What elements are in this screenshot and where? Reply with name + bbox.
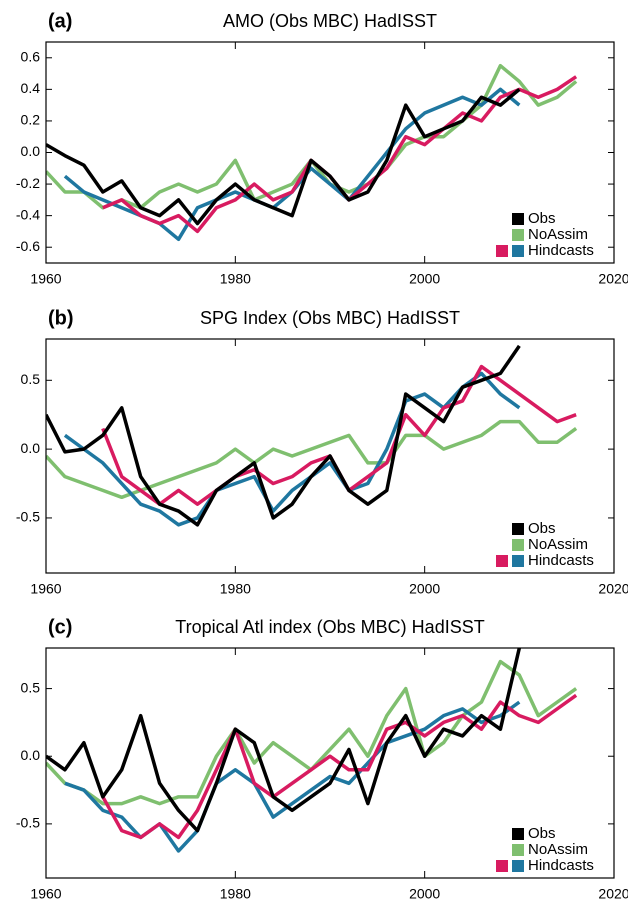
series-line [46, 659, 578, 806]
legend-swatch [496, 860, 508, 872]
frame [45, 41, 615, 264]
panel: (a) AMO (Obs MBC) HadISST -0.6 -0.4 -0.2 0.0 0… [16, 10, 628, 286]
series-line [101, 364, 577, 506]
legend-swatch [512, 555, 524, 567]
x-tick-label: 1960 [30, 886, 61, 902]
panel: (c) Tropical Atl index (Obs MBC) HadISST -… [16, 616, 628, 901]
legend-swatch [512, 828, 524, 840]
y-tick-label: -0.2 [16, 175, 40, 191]
panel-label: (c) [48, 616, 72, 638]
panel-label: (b) [48, 307, 74, 329]
legend-swatch [512, 539, 524, 551]
y-tick-label: 0.0 [21, 747, 41, 763]
x-tick-label: 1960 [30, 271, 61, 287]
frame [45, 647, 615, 879]
legend-swatch [512, 860, 524, 872]
y-tick-label: 0.4 [21, 80, 41, 96]
chart-title: Tropical Atl index (Obs MBC) HadISST [175, 617, 484, 637]
y-tick-label: 0.6 [21, 48, 41, 64]
chart-title: AMO (Obs MBC) HadISST [223, 11, 437, 31]
x-tick-label: 2020 [598, 271, 628, 287]
legend-label: Obs [528, 520, 556, 537]
series-line [64, 700, 521, 853]
legend-swatch [496, 245, 508, 257]
y-tick-label: 0.2 [21, 112, 41, 128]
y-tick-label: -0.5 [16, 509, 40, 525]
y-tick-label: 0.0 [21, 440, 41, 456]
x-tick-label: 2000 [409, 271, 440, 287]
series-line [46, 88, 521, 226]
x-tick-label: 2000 [409, 886, 440, 902]
legend-swatch [512, 229, 524, 241]
legend-swatch [512, 844, 524, 856]
legend-swatch [512, 245, 524, 257]
legend-label: NoAssim [528, 226, 588, 243]
legend-label: NoAssim [528, 536, 588, 553]
legend-swatch [512, 523, 524, 535]
panel-label: (a) [48, 10, 72, 32]
legend-label: Hindcasts [528, 552, 594, 569]
chart-title: SPG Index (Obs MBC) HadISST [200, 308, 460, 328]
plot-area [46, 344, 578, 527]
y-tick-label: 0.5 [21, 679, 41, 695]
y-tick-label: 0.0 [21, 143, 41, 159]
series-line [46, 648, 522, 833]
series-line [46, 419, 578, 500]
y-tick-label: 0.5 [21, 371, 41, 387]
x-tick-label: 1960 [30, 581, 61, 597]
x-tick-label: 1980 [220, 886, 251, 902]
legend-label: Obs [528, 825, 556, 842]
x-tick-label: 2020 [598, 581, 628, 597]
legend-swatch [496, 555, 508, 567]
plot-area [46, 648, 578, 853]
series-line [46, 344, 521, 527]
legend-label: Obs [528, 210, 556, 227]
y-tick-label: -0.4 [16, 206, 40, 222]
frame [45, 338, 615, 574]
x-tick-label: 2000 [409, 581, 440, 597]
x-tick-label: 2020 [598, 886, 628, 902]
x-tick-label: 1980 [220, 271, 251, 287]
legend-label: Hindcasts [528, 857, 594, 874]
x-tick-label: 1980 [220, 581, 251, 597]
legend-label: Hindcasts [528, 242, 594, 259]
y-tick-label: -0.5 [16, 815, 40, 831]
legend-swatch [512, 213, 524, 225]
plot-area [46, 63, 578, 242]
legend-label: NoAssim [528, 841, 588, 858]
panel: (b) SPG Index (Obs MBC) HadISST -0.5 0.0 0.5… [16, 307, 628, 596]
y-tick-label: -0.6 [16, 238, 40, 254]
